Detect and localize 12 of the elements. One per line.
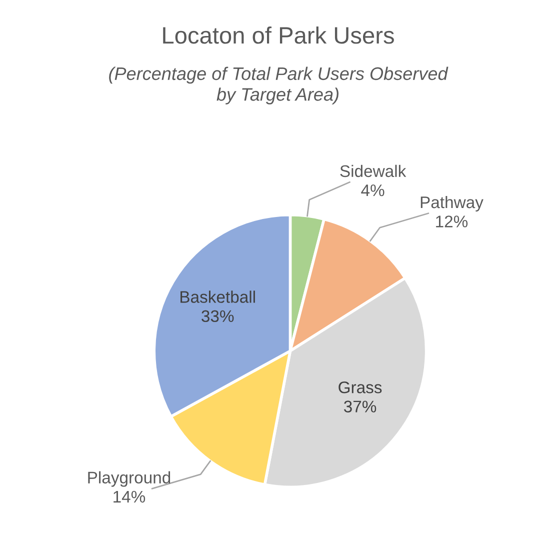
data-label: 14% (114, 490, 146, 503)
slice-label: Sidewalk (340, 164, 406, 178)
data-label: 33% (202, 310, 234, 322)
chart-title: Locaton of Park Users (163, 26, 394, 44)
slice-label: Grass (338, 381, 382, 394)
slice-label: Basketball (180, 290, 255, 303)
data-label: 37% (344, 400, 376, 412)
chart-subtitle: (Percentage of Total Park Users Observed by Target Area) (109, 66, 448, 104)
data-label: 12% (436, 216, 468, 228)
slice-label: Pathway (420, 196, 484, 212)
data-label: 4% (361, 184, 384, 196)
slice-label: Playground (88, 471, 170, 487)
